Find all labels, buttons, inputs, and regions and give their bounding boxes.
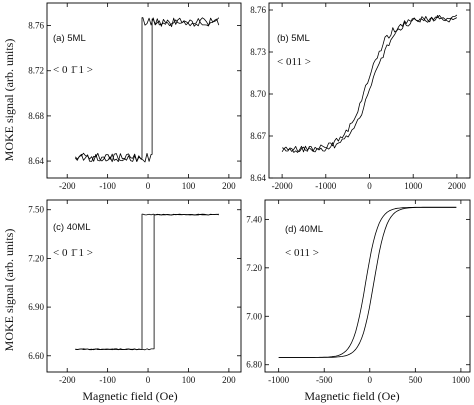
y-tick-label: 7.40 <box>246 214 262 224</box>
x-axis-title-left: Magnetic field (Oe) <box>82 389 177 403</box>
y-tick-label: 7.00 <box>246 311 262 321</box>
y-tick-label: 8.67 <box>250 131 266 141</box>
x-tick-label: 0 <box>146 181 151 191</box>
hysteresis-branch-increasing <box>75 213 219 351</box>
x-tick-label: -200 <box>59 375 76 385</box>
y-tick-label: 6.60 <box>28 351 44 361</box>
x-tick-label: 100 <box>182 375 196 385</box>
panel-c: -200 -100 0 100 200 6.60 6.90 7.20 7.50 (c) 40ML <… <box>28 199 242 385</box>
x-tick-label: -100 <box>99 181 116 191</box>
plot-frame <box>46 2 242 179</box>
orientation-label: < 011 > <box>277 56 311 68</box>
panel-b: -2000 -1000 0 1000 2000 8.64 8.67 8.70 8.73 8.76 (… <box>250 2 471 191</box>
x-tick-label: 200 <box>222 181 236 191</box>
x-tick-label: 500 <box>409 375 423 385</box>
x-tick-label: 200 <box>222 375 236 385</box>
y-tick-label: 8.64 <box>250 173 266 183</box>
panel-label: (c) 40ML <box>53 222 90 233</box>
y-tick-label: 7.20 <box>246 263 262 273</box>
y-axis-title-bottom: MOKE signal (arb. units) <box>2 229 16 352</box>
y-axis-title-top: MOKE signal (arb. units) <box>2 39 16 162</box>
x-tick-label: 100 <box>182 181 196 191</box>
orientation-label: < 0 1̄ 1 > <box>53 247 93 259</box>
y-tick-label: 6.80 <box>246 360 262 370</box>
hysteresis-branch-decreasing <box>75 213 219 351</box>
orientation-label: < 011 > <box>285 247 319 259</box>
panel-label: (b) 5ML <box>277 33 310 44</box>
y-tick-label: 7.50 <box>28 205 44 215</box>
plot-frame <box>46 199 242 373</box>
y-tick-label: 7.20 <box>28 253 44 263</box>
y-tick-label: 8.76 <box>250 5 266 15</box>
panel-d: -1000 -500 0 500 1000 6.80 7.00 7.20 7.40 (d) 40M… <box>246 199 471 385</box>
hysteresis-branch-decreasing <box>281 15 458 153</box>
y-tick-label: 8.72 <box>28 66 44 76</box>
y-tick-label: 8.70 <box>250 89 266 99</box>
plot-frame <box>264 199 471 373</box>
y-tick-label: 8.76 <box>28 21 44 31</box>
x-tick-label: 0 <box>367 181 372 191</box>
y-tick-label: 6.90 <box>28 302 44 312</box>
y-tick-label: 8.73 <box>250 47 266 57</box>
x-tick-label: -100 <box>99 375 116 385</box>
x-tick-label: 2000 <box>448 181 467 191</box>
x-tick-label: -200 <box>59 181 76 191</box>
x-tick-label: 1000 <box>404 181 423 191</box>
y-tick-label: 8.68 <box>28 111 44 121</box>
y-tick-label: 8.64 <box>28 156 44 166</box>
panel-label: (a) 5ML <box>53 33 86 44</box>
orientation-label: < 0 1̄ 1 > <box>53 64 93 76</box>
hysteresis-branch-increasing <box>75 17 220 163</box>
x-tick-label: -2000 <box>272 181 293 191</box>
x-tick-label: -1000 <box>268 375 289 385</box>
hysteresis-branch-decreasing <box>75 17 220 162</box>
x-tick-label: 1000 <box>452 375 471 385</box>
panel-label: (d) 40ML <box>285 224 323 235</box>
x-tick-label: 0 <box>368 375 373 385</box>
hysteresis-branch-decreasing <box>278 206 457 358</box>
x-tick-label: 0 <box>146 375 151 385</box>
panel-a: -200 -100 0 100 200 8.64 8.68 8.72 8.76 (a) 5ML < … <box>28 2 242 191</box>
x-tick-label: -1000 <box>315 181 336 191</box>
hysteresis-branch-increasing <box>281 14 458 153</box>
x-tick-label: -500 <box>316 375 333 385</box>
x-axis-title-right: Magnetic field (Oe) <box>304 389 399 403</box>
